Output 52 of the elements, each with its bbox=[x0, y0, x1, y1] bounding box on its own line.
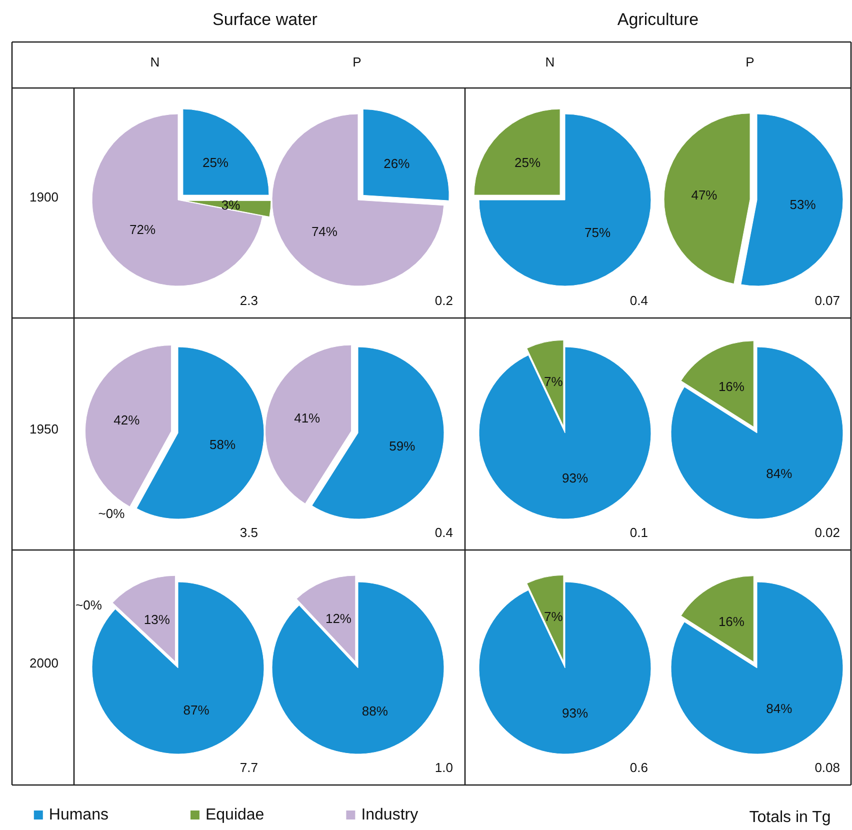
text: N bbox=[545, 54, 555, 70]
text: 0.1 bbox=[630, 525, 648, 540]
data-label: 75% bbox=[584, 225, 611, 240]
data-label: 41% bbox=[294, 410, 321, 426]
text: 0.07 bbox=[814, 293, 840, 308]
data-label: 16% bbox=[718, 614, 745, 630]
data-label: 7% bbox=[544, 374, 564, 389]
text: 2000 bbox=[30, 656, 58, 670]
text: 0.6 bbox=[630, 760, 648, 775]
data-label: 26% bbox=[384, 156, 410, 172]
text: 0.4 bbox=[434, 525, 454, 540]
data-label: 74% bbox=[311, 224, 338, 239]
data-label: 13% bbox=[144, 612, 170, 627]
text: P bbox=[746, 54, 754, 70]
text: 0.4 bbox=[630, 293, 648, 308]
legend-label: Humans bbox=[48, 806, 108, 824]
data-label: 42% bbox=[114, 412, 140, 428]
data-label: 12% bbox=[325, 611, 352, 626]
data-label: 53% bbox=[790, 196, 816, 212]
data-label: 93% bbox=[562, 705, 588, 720]
data-label: 84% bbox=[766, 466, 793, 481]
data-label: 47% bbox=[691, 188, 718, 203]
text: ~0% bbox=[98, 506, 125, 522]
data-label: 87% bbox=[183, 702, 210, 718]
text: Agriculture bbox=[617, 10, 699, 30]
text: 1950 bbox=[30, 422, 58, 436]
text: 7.7 bbox=[240, 760, 258, 775]
text: 3.5 bbox=[240, 525, 258, 540]
legend-label: Equidae bbox=[205, 806, 264, 824]
data-label: 7% bbox=[544, 608, 564, 624]
text: ~0% bbox=[76, 598, 102, 613]
data-label: 59% bbox=[389, 438, 416, 454]
text: 1.0 bbox=[434, 760, 454, 775]
data-label: 58% bbox=[210, 436, 236, 452]
text: N bbox=[150, 54, 160, 70]
data-label: 25% bbox=[514, 155, 541, 170]
text: 2.3 bbox=[240, 293, 258, 308]
text: Totals in Tg bbox=[749, 809, 831, 827]
legend-label: Industry bbox=[361, 806, 418, 824]
text: 1900 bbox=[30, 190, 58, 204]
data-label: 3% bbox=[221, 197, 241, 212]
text: 0.02 bbox=[814, 525, 840, 540]
data-label: 84% bbox=[766, 700, 793, 716]
data-label: 72% bbox=[130, 222, 156, 237]
text: 0.08 bbox=[814, 760, 840, 775]
text: P bbox=[352, 54, 362, 70]
text: Surface water bbox=[212, 10, 318, 30]
data-label: 93% bbox=[562, 470, 588, 486]
data-label: 25% bbox=[202, 155, 229, 170]
data-label: 88% bbox=[362, 703, 388, 718]
data-label: 16% bbox=[718, 379, 745, 394]
text: 0.2 bbox=[434, 293, 454, 308]
